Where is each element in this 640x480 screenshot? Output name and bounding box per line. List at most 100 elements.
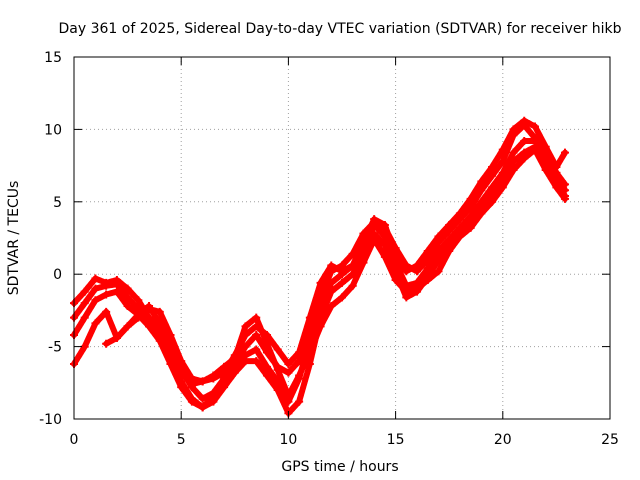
data-point-marker [413, 261, 422, 270]
data-point-marker [488, 197, 497, 206]
data-point-marker [262, 339, 271, 348]
data-point-marker [316, 278, 325, 287]
data-point-marker [295, 371, 304, 380]
data-point-marker [327, 287, 336, 296]
data-point-marker [262, 331, 271, 340]
data-point-marker [252, 313, 261, 322]
data-point-marker [445, 247, 454, 256]
data-point-marker [80, 299, 89, 308]
data-point-marker [220, 383, 229, 392]
data-point-marker [520, 154, 529, 163]
data-point-marker [541, 142, 550, 151]
data-point-marker [112, 280, 121, 289]
y-axis-label: SDTVAR / TECUs [6, 181, 22, 296]
data-point-marker [509, 125, 518, 134]
data-point-marker [423, 275, 432, 284]
data-point-marker [391, 275, 400, 284]
data-point-marker [413, 284, 422, 293]
data-point-marker [380, 220, 389, 229]
data-point-marker [498, 145, 507, 154]
data-point-marker [305, 313, 314, 322]
data-point-marker [198, 403, 207, 412]
data-point-marker [455, 232, 464, 241]
chart-title: Day 361 of 2025, Sidereal Day-to-day VTE… [59, 21, 622, 37]
data-point-marker [295, 348, 304, 357]
data-point-marker [80, 287, 89, 296]
y-tick-label: -5 [48, 340, 62, 356]
y-tick-label: 0 [53, 267, 62, 283]
data-point-marker [252, 322, 261, 331]
data-point-marker [434, 247, 443, 256]
data-point-marker [466, 203, 475, 212]
data-point-marker [91, 274, 100, 283]
data-point-marker [241, 331, 250, 340]
data-point-marker [177, 368, 186, 377]
data-point-marker [530, 122, 539, 131]
data-point-marker [198, 377, 207, 386]
x-axis-label: GPS time / hours [281, 459, 398, 475]
x-tick-label: 20 [494, 432, 512, 448]
data-point-marker [477, 209, 486, 218]
data-point-marker [348, 281, 357, 290]
data-point-marker [230, 368, 239, 377]
data-point-marker [434, 232, 443, 241]
data-point-marker [530, 145, 539, 154]
data-point-marker [488, 163, 497, 172]
data-point-marker [155, 336, 164, 345]
data-point-marker [177, 383, 186, 392]
data-point-marker [102, 307, 111, 316]
data-point-marker [552, 183, 561, 192]
x-tick-label: 10 [279, 432, 297, 448]
data-point-marker [209, 397, 218, 406]
data-point-marker [338, 278, 346, 287]
data-point-marker [338, 293, 346, 302]
x-tick-label: 5 [177, 432, 186, 448]
data-point-marker [252, 331, 261, 340]
data-point-marker [198, 394, 207, 403]
data-point-marker [91, 296, 100, 305]
data-point-marker [166, 331, 175, 340]
data-point-marker [80, 342, 89, 351]
data-point-marker [187, 374, 196, 383]
data-point-marker [155, 307, 164, 316]
data-point-marker [327, 302, 336, 311]
data-point-marker [284, 359, 293, 368]
data-point-marker [145, 322, 154, 331]
x-tick-label: 0 [70, 432, 79, 448]
data-point-marker [402, 287, 411, 296]
data-point-marker [209, 374, 218, 383]
data-point-marker [359, 258, 368, 267]
data-point-marker [509, 148, 518, 157]
data-point-marker [102, 339, 111, 348]
data-point-marker [166, 359, 175, 368]
data-point-marker [273, 345, 282, 354]
data-point-marker [455, 209, 464, 218]
data-point-marker [102, 290, 111, 299]
data-point-marker [112, 287, 121, 296]
data-point-marker [284, 391, 293, 400]
data-point-marker [262, 371, 271, 380]
data-point-marker [80, 313, 89, 322]
data-point-marker [252, 345, 261, 354]
x-tick-label: 15 [387, 432, 405, 448]
y-tick-label: 10 [44, 122, 62, 138]
data-point-marker [112, 333, 121, 342]
data-point-marker [541, 165, 550, 174]
data-point-marker [327, 261, 336, 270]
data-point-marker [466, 194, 475, 203]
plot-frame [73, 56, 611, 420]
data-point-marker [488, 189, 497, 198]
data-point-marker [177, 357, 186, 366]
data-point-marker [434, 267, 443, 276]
data-point-marker [498, 183, 507, 192]
data-point-marker [402, 267, 411, 276]
data-point-marker [434, 255, 443, 264]
series-track-e [103, 117, 568, 385]
data-point-marker [145, 304, 154, 313]
data-point-marker [380, 252, 389, 261]
data-point-marker [370, 235, 379, 244]
data-point-marker [552, 163, 561, 172]
data-point-marker [284, 368, 293, 377]
